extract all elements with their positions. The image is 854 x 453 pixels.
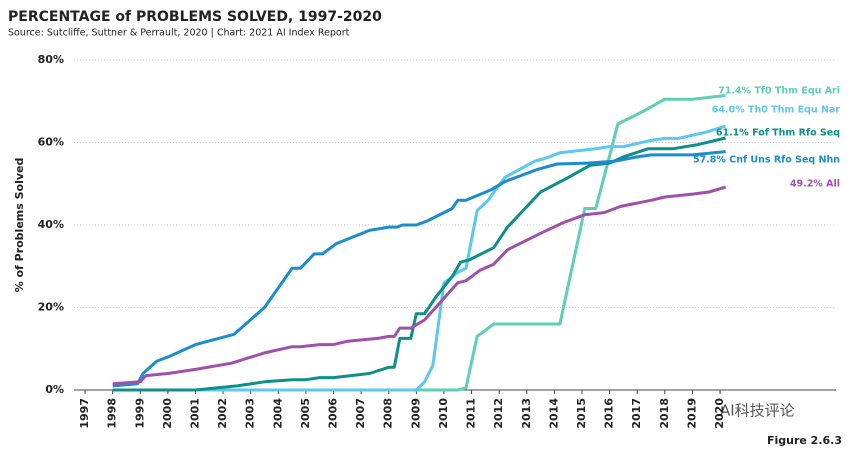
x-tick-label: 2013 xyxy=(520,398,533,429)
y-tick-label: 40% xyxy=(38,218,64,231)
x-tick-label: 2014 xyxy=(547,398,560,429)
series-line xyxy=(112,136,726,392)
y-tick-label: 0% xyxy=(45,383,64,396)
x-tick-label: 2010 xyxy=(437,398,450,429)
series-label: 61.1% Fof Thm Rfo Seq xyxy=(716,128,840,139)
x-tick-label: 2000 xyxy=(161,398,174,429)
series-line xyxy=(112,124,727,392)
x-tick-label: 1998 xyxy=(106,398,119,429)
x-tick-label: 1999 xyxy=(133,398,146,429)
x-tick-label: 2012 xyxy=(492,398,505,429)
x-tick-label: 2005 xyxy=(299,398,312,429)
figure-label: Figure 2.6.3 xyxy=(767,434,842,447)
y-axis-label: % of Problems Solved xyxy=(13,158,26,293)
x-tick-label: 2018 xyxy=(658,398,671,429)
series-label: 57.8% Cnf Uns Rfo Seq Nhn xyxy=(693,155,840,166)
y-tick-label: 80% xyxy=(38,53,64,66)
x-tick-label: 2003 xyxy=(244,398,257,429)
x-tick-label: 2015 xyxy=(575,398,588,429)
chart-subtitle: Source: Sutcliffe, Suttner & Perrault, 2… xyxy=(8,28,350,39)
x-tick-label: 2020 xyxy=(713,398,726,429)
x-tick-label: 2001 xyxy=(188,398,201,429)
series-line xyxy=(112,185,727,386)
x-tick-label: 1997 xyxy=(78,398,91,429)
series-line xyxy=(112,150,726,388)
series-label: 49.2% All xyxy=(790,179,840,190)
x-tick-label: 2007 xyxy=(354,398,367,429)
x-tick-label: 2004 xyxy=(271,398,284,429)
x-tick-label: 2008 xyxy=(382,398,395,429)
x-tick-label: 2006 xyxy=(327,398,340,429)
series-line xyxy=(112,94,726,392)
x-tick-label: 2009 xyxy=(409,398,422,429)
chart-title: PERCENTAGE of PROBLEMS SOLVED, 1997-2020 xyxy=(8,9,382,25)
y-tick-label: 20% xyxy=(38,301,64,314)
x-tick-label: 2002 xyxy=(216,398,229,429)
series-label: 64.0% Th0 Thm Equ Nar xyxy=(712,105,841,116)
x-tick-label: 2011 xyxy=(465,398,478,429)
watermark: AI科技评论 xyxy=(720,402,795,420)
x-tick-label: 2016 xyxy=(603,398,616,429)
y-tick-label: 60% xyxy=(38,136,64,149)
x-tick-label: 2019 xyxy=(685,398,698,429)
x-tick-label: 2017 xyxy=(630,398,643,429)
series-label: 71.4% Tf0 Thm Equ Ari xyxy=(718,86,840,97)
